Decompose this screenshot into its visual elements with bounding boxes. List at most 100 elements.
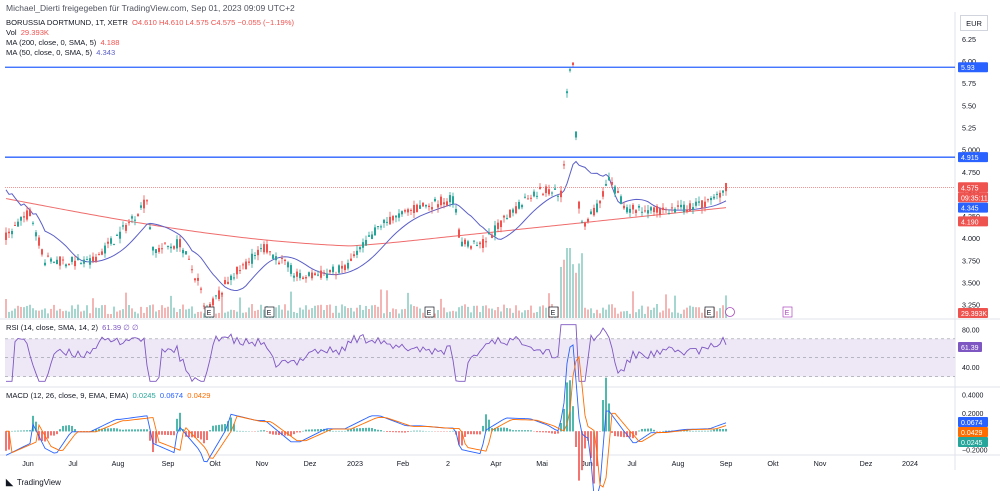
volume-bar <box>401 309 403 318</box>
earnings-marker <box>704 306 715 318</box>
volume-bar <box>719 308 721 318</box>
macd-histogram-bar <box>110 428 112 432</box>
candle-body <box>635 210 637 213</box>
macd-histogram-bar <box>503 427 505 432</box>
candle-body <box>263 244 265 253</box>
rsi-value: 61.39 ∅ ∅ <box>102 323 139 332</box>
macd-histogram-bar <box>371 428 373 432</box>
candle-body <box>569 69 571 71</box>
legend-symbol-row[interactable]: BORUSSIA DORTMUND, 1T, XETR O4.610 H4.61… <box>6 18 294 28</box>
macd-histogram-bar <box>473 431 475 435</box>
volume-bar <box>479 312 481 318</box>
candle-body <box>203 305 205 307</box>
macd-histogram-bar <box>650 428 652 432</box>
macd-histogram-bar <box>170 431 172 436</box>
candle-body <box>641 211 643 213</box>
volume-bar <box>290 291 292 318</box>
candle-body <box>659 208 661 216</box>
candle-body <box>287 262 289 268</box>
candle-body <box>422 202 424 207</box>
currency-button[interactable]: EUR <box>960 15 988 31</box>
candle-body <box>35 232 37 237</box>
time-tick-label: Okt <box>767 459 778 468</box>
volume-bar <box>389 312 391 318</box>
volume-bar <box>299 307 301 318</box>
candle-body <box>464 239 466 245</box>
volume-bar <box>176 312 178 318</box>
legend-ma50-row[interactable]: MA (50, close, 0, SMA, 5) 4.343 <box>6 48 115 58</box>
candle-body <box>482 239 484 249</box>
volume-bar <box>95 307 97 318</box>
candle-body <box>80 263 82 265</box>
volume-bar <box>683 309 685 318</box>
earnings-marker-label: E <box>707 310 712 317</box>
candle-body <box>161 248 163 250</box>
volume-bar <box>236 311 238 318</box>
candle-body <box>326 273 328 279</box>
candle-body <box>491 234 493 238</box>
volume-bar <box>35 310 37 318</box>
volume-bar <box>323 310 325 318</box>
price-tick-label: 5.25 <box>962 123 976 132</box>
candle-body <box>113 244 115 246</box>
candle-body <box>629 208 631 213</box>
volume-bar <box>515 305 517 318</box>
candle-body <box>563 164 565 166</box>
volume-bar <box>308 309 310 318</box>
candle-body <box>215 295 217 297</box>
macd-histogram-bar <box>398 431 400 433</box>
volume-bar <box>278 305 280 318</box>
macd-histogram-bar <box>287 431 289 436</box>
macd-histogram-bar <box>326 429 328 432</box>
candle-body <box>419 205 421 209</box>
macd-histogram-bar <box>623 431 625 438</box>
macd-histogram-bar <box>542 431 544 433</box>
candle-body <box>518 201 520 209</box>
legend-ma200-row[interactable]: MA (200, close, 0, SMA, 5) 4.188 <box>6 38 119 48</box>
macd-histogram-bar <box>635 431 637 436</box>
legend-volume-row[interactable]: Vol 29.393K <box>6 28 49 38</box>
candle-body <box>146 200 148 202</box>
candle-body <box>560 190 562 198</box>
earnings-marker <box>424 306 435 318</box>
candle-body <box>590 211 592 215</box>
macd-value-tag: 0.0245 <box>961 440 983 447</box>
ma50-label: MA (50, close, 0, SMA, 5) <box>6 48 93 57</box>
legend-rsi-row[interactable]: RSI (14, close, SMA, 14, 2) 61.39 ∅ ∅ <box>6 323 139 333</box>
volume-bar <box>32 308 34 318</box>
volume-bar <box>716 311 718 318</box>
candle-body <box>104 245 106 254</box>
candle-body <box>620 196 622 204</box>
candle-body <box>332 266 334 273</box>
macd-histogram-bar <box>530 430 532 432</box>
candle-body <box>386 221 388 223</box>
candle-body <box>188 258 190 260</box>
volume-bar <box>170 295 172 318</box>
volume-bar <box>392 308 394 318</box>
macd-histogram-bar <box>545 431 547 433</box>
volume-bar <box>338 312 340 318</box>
macd-histogram-bar <box>386 431 388 432</box>
candle-body <box>353 254 355 257</box>
candle-body <box>170 246 172 249</box>
volume-bar <box>455 311 457 318</box>
volume-bar <box>284 304 286 318</box>
macd-histogram-bar <box>572 406 574 432</box>
earnings-marker-label: E <box>427 310 432 317</box>
last-price-label-bg <box>958 182 988 193</box>
volume-bar <box>302 309 304 318</box>
volume-bar <box>17 305 19 318</box>
volume-bar <box>14 308 16 318</box>
candle-body <box>167 246 169 248</box>
volume-bar <box>512 312 514 318</box>
volume-bar <box>473 305 475 318</box>
volume-bar <box>371 305 373 318</box>
candle-body <box>551 192 553 194</box>
legend-macd-row[interactable]: MACD (12, 26, close, 9, EMA, EMA) 0.0245… <box>6 391 210 401</box>
price-tick-label: 5.75 <box>962 79 976 88</box>
volume-bar <box>122 309 124 318</box>
macd-histogram-bar <box>221 424 223 432</box>
macd-histogram-bar <box>647 428 649 432</box>
volume-bar <box>692 306 694 318</box>
